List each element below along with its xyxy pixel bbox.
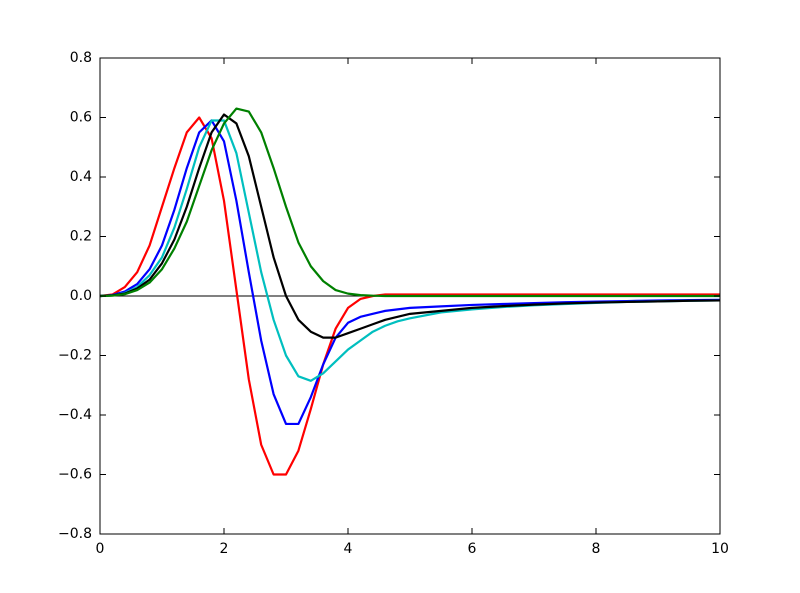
x-tick-label: 2 bbox=[220, 541, 229, 557]
y-tick-label: −0.4 bbox=[58, 407, 92, 423]
y-tick-label: −0.2 bbox=[58, 348, 92, 364]
x-tick-label: 0 bbox=[96, 541, 105, 557]
y-tick-label: 0.2 bbox=[70, 229, 92, 245]
x-tick-label: 10 bbox=[711, 541, 729, 557]
data-line bbox=[99, 113, 721, 339]
y-tick-label: 0.0 bbox=[70, 288, 92, 304]
x-tick-label: 6 bbox=[468, 541, 477, 557]
y-tick-label: 0.8 bbox=[70, 50, 92, 66]
y-tick-label: −0.8 bbox=[58, 526, 92, 542]
data-line bbox=[99, 119, 721, 426]
data-line bbox=[99, 116, 720, 476]
y-tick-label: 0.4 bbox=[70, 169, 92, 185]
x-tick-label: 4 bbox=[344, 541, 353, 557]
y-tick-label: −0.6 bbox=[58, 467, 92, 483]
x-tick-label: 8 bbox=[592, 541, 601, 557]
y-tick-label: 0.6 bbox=[70, 110, 92, 126]
data-line bbox=[99, 107, 720, 298]
